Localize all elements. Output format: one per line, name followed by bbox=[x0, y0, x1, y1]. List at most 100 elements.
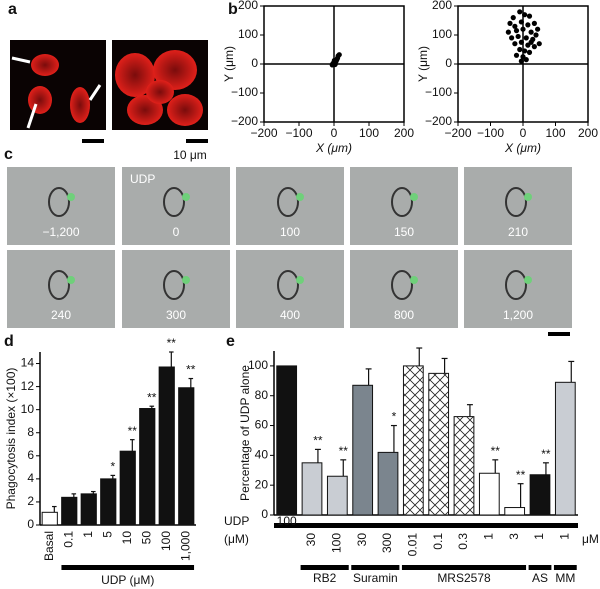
y-tick-label: 20 bbox=[255, 477, 269, 491]
cell bbox=[167, 94, 203, 126]
group-bar bbox=[528, 565, 552, 570]
x-tick-label: 100 bbox=[277, 514, 297, 528]
x-tick-label: Basal bbox=[42, 531, 56, 561]
time-label: 800 bbox=[394, 308, 414, 322]
fluorescent-particle bbox=[524, 193, 532, 201]
y-tick-label: −100 bbox=[231, 85, 258, 99]
x-tick-label: 0.3 bbox=[456, 533, 470, 550]
bar bbox=[119, 450, 136, 526]
point bbox=[512, 23, 518, 29]
cell bbox=[277, 270, 299, 300]
point bbox=[525, 22, 531, 28]
point bbox=[533, 32, 539, 38]
fluorescent-particle bbox=[67, 193, 75, 201]
y-tick-label: 100 bbox=[432, 27, 452, 41]
bar bbox=[326, 475, 348, 516]
significance: ** bbox=[147, 390, 157, 404]
point bbox=[509, 35, 515, 41]
cell bbox=[163, 187, 185, 217]
micrograph bbox=[122, 250, 230, 328]
y-tick-label: 2 bbox=[27, 494, 34, 508]
cell bbox=[391, 187, 413, 217]
y-tick-label: 100 bbox=[238, 27, 258, 41]
arrow bbox=[26, 103, 38, 129]
cell bbox=[115, 53, 155, 97]
x-tick-label: 50 bbox=[139, 531, 153, 545]
y-axis-label: Percentage of UDP alone bbox=[238, 365, 252, 501]
x-tick-label: 200 bbox=[578, 126, 598, 140]
x-tick-label: −200 bbox=[250, 126, 277, 140]
x-axis-label: UDP (μM) bbox=[101, 573, 154, 587]
y-tick-label: 80 bbox=[255, 388, 269, 402]
time-label: 1,200 bbox=[503, 308, 533, 322]
cell bbox=[28, 86, 52, 114]
point bbox=[528, 29, 534, 35]
y-axis-label: Y (μm) bbox=[222, 46, 236, 82]
x-axis-label: X (μm) bbox=[504, 141, 541, 155]
fluorescent-particle bbox=[410, 193, 418, 201]
point bbox=[513, 52, 520, 58]
group-bar bbox=[553, 565, 577, 570]
significance: ** bbox=[491, 444, 501, 458]
scale-bar bbox=[82, 139, 104, 143]
x-tick-label: 10 bbox=[120, 531, 134, 545]
point bbox=[331, 57, 337, 64]
point bbox=[523, 35, 529, 41]
bar-hatch bbox=[454, 416, 474, 515]
time-label: −1,200 bbox=[42, 225, 79, 239]
x-tick-label: 1 bbox=[81, 531, 95, 538]
panel-label: d bbox=[4, 333, 14, 350]
micrograph bbox=[236, 250, 344, 328]
bar bbox=[158, 366, 175, 526]
y-tick-label: −200 bbox=[425, 114, 452, 128]
group-label: AS bbox=[532, 571, 548, 585]
y-tick-label: 10 bbox=[21, 402, 35, 416]
x-tick-label: 5 bbox=[100, 531, 114, 538]
y-tick-label: −200 bbox=[231, 114, 258, 128]
cell bbox=[153, 50, 197, 90]
y-tick-label: 0 bbox=[251, 56, 258, 70]
x-tick-label: 1 bbox=[482, 533, 496, 540]
treatment-bar bbox=[274, 523, 578, 528]
y-axis-label: Y (μm) bbox=[416, 46, 430, 82]
treatment-label: UDP bbox=[130, 172, 155, 186]
point bbox=[507, 20, 513, 26]
point bbox=[510, 15, 516, 21]
cell bbox=[48, 187, 70, 217]
bar bbox=[139, 408, 156, 526]
micrograph bbox=[122, 167, 230, 245]
point bbox=[522, 12, 528, 18]
significance: ** bbox=[516, 468, 526, 482]
bar bbox=[529, 474, 551, 516]
bar-hatch bbox=[428, 373, 449, 515]
x-tick-label: 0 bbox=[520, 126, 527, 140]
time-label: 100 bbox=[280, 225, 300, 239]
y-tick-label: 60 bbox=[255, 418, 269, 432]
cell bbox=[31, 54, 59, 76]
time-label: 300 bbox=[166, 308, 186, 322]
x-tick-label: 0.1 bbox=[431, 533, 445, 550]
cell bbox=[163, 270, 185, 300]
group-label: MRS2578 bbox=[437, 571, 491, 585]
point bbox=[535, 26, 541, 32]
y-tick-label: 200 bbox=[432, 0, 452, 12]
point bbox=[513, 28, 520, 34]
x-tick-label: −100 bbox=[477, 126, 504, 140]
bar bbox=[301, 462, 323, 516]
group-bar bbox=[351, 565, 400, 570]
group-label: RB2 bbox=[313, 571, 337, 585]
cell bbox=[70, 87, 90, 123]
panel-label: c bbox=[4, 146, 13, 163]
significance: ** bbox=[541, 447, 551, 461]
x-tick-label: −200 bbox=[444, 126, 471, 140]
treatment-bar bbox=[61, 565, 195, 570]
panel-label: b bbox=[228, 1, 238, 18]
time-label: 0 bbox=[173, 225, 180, 239]
x-axis-label: X (μm) bbox=[315, 141, 352, 155]
x-tick-label: 100 bbox=[159, 531, 173, 551]
bar bbox=[61, 496, 78, 526]
bar-hatch bbox=[403, 365, 424, 515]
panel-label: a bbox=[8, 1, 17, 18]
micrograph bbox=[236, 167, 344, 245]
micrograph bbox=[7, 167, 115, 245]
